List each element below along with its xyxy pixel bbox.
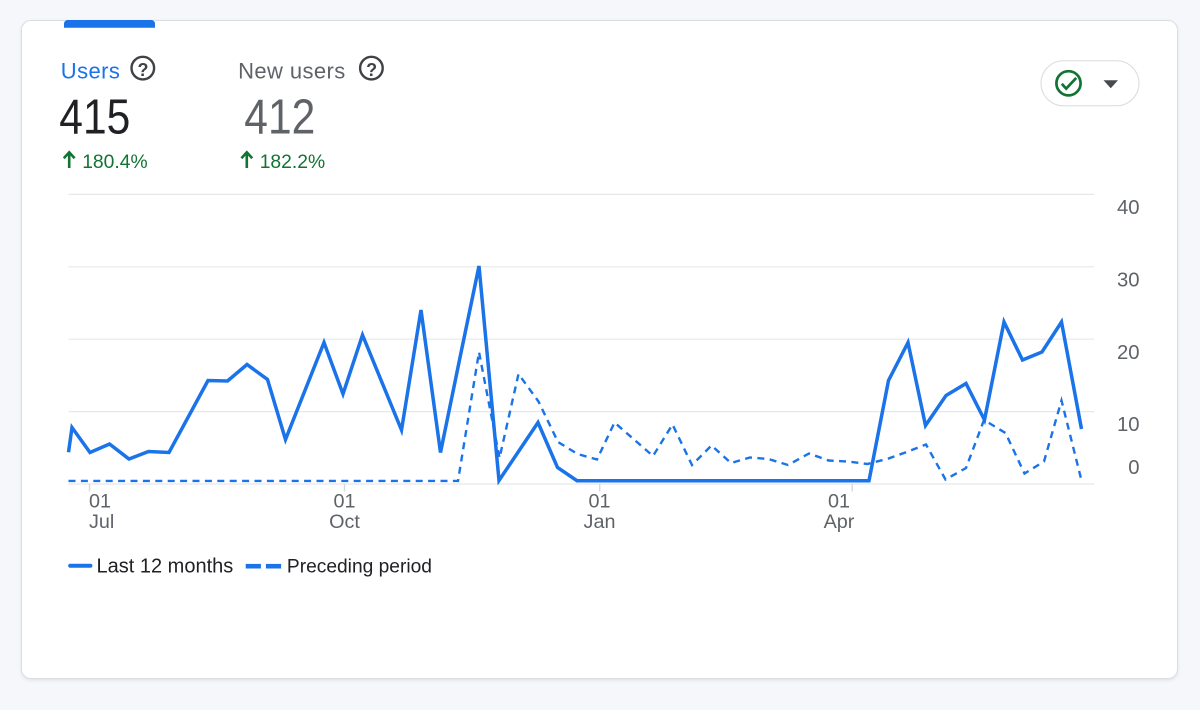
svg-text:180.4%: 180.4% xyxy=(82,152,147,173)
svg-text:20: 20 xyxy=(1117,342,1140,364)
svg-text:?: ? xyxy=(366,60,377,80)
svg-text:412: 412 xyxy=(244,88,315,144)
svg-text:01: 01 xyxy=(89,491,111,513)
svg-text:Apr: Apr xyxy=(824,511,855,533)
svg-text:Preceding period: Preceding period xyxy=(287,557,432,578)
svg-text:01: 01 xyxy=(588,491,610,513)
svg-text:01: 01 xyxy=(333,491,355,513)
svg-text:?: ? xyxy=(138,60,149,80)
svg-text:0: 0 xyxy=(1128,457,1139,479)
svg-text:30: 30 xyxy=(1117,270,1140,292)
svg-text:Last 12 months: Last 12 months xyxy=(97,556,234,578)
svg-text:40: 40 xyxy=(1117,197,1140,219)
svg-text:182.2%: 182.2% xyxy=(260,152,325,173)
svg-text:Jan: Jan xyxy=(584,511,616,533)
svg-text:10: 10 xyxy=(1117,414,1140,436)
svg-text:Oct: Oct xyxy=(329,511,360,533)
svg-text:Users: Users xyxy=(61,59,120,84)
svg-text:New users: New users xyxy=(238,59,346,84)
svg-text:01: 01 xyxy=(828,491,850,513)
svg-text:415: 415 xyxy=(59,88,130,144)
svg-text:Jul: Jul xyxy=(89,511,114,533)
